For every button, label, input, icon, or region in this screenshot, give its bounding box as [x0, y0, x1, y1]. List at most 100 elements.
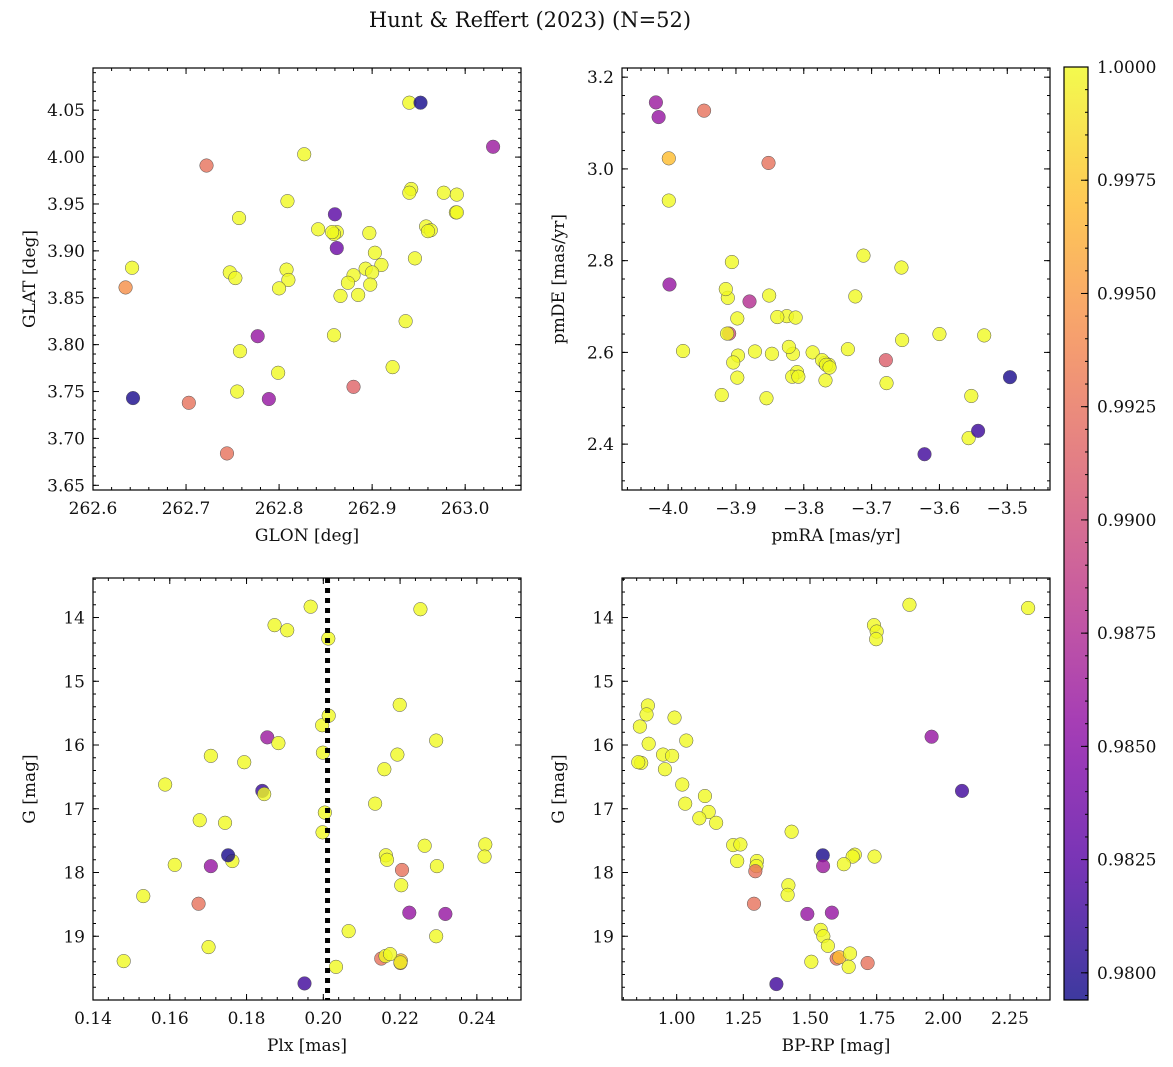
y-tick-label: 3.90 — [47, 242, 85, 262]
x-tick-label: 262.8 — [255, 499, 304, 519]
x-tick-label: −3.5 — [987, 499, 1028, 519]
data-point — [1021, 600, 1036, 616]
y-tick-label: 15 — [63, 672, 85, 692]
data-point — [697, 788, 712, 804]
data-point — [272, 281, 287, 296]
data-point — [203, 859, 218, 874]
x-tick-label: 2.25 — [991, 1009, 1029, 1029]
data-point — [377, 762, 392, 777]
y-axis-label: G [mag] — [20, 754, 40, 823]
data-point — [325, 225, 340, 240]
x-tick-label: −3.7 — [851, 499, 892, 519]
data-point — [770, 310, 785, 325]
data-point — [840, 342, 855, 357]
data-point — [836, 857, 851, 872]
data-point — [228, 271, 243, 286]
x-tick-label: 0.14 — [74, 1009, 112, 1029]
data-point — [824, 905, 839, 920]
data-point — [692, 811, 707, 826]
data-point — [748, 864, 763, 879]
data-point — [932, 326, 947, 342]
data-point — [232, 210, 247, 226]
x-axis-label: Plx [mas] — [267, 1036, 347, 1056]
y-axis-label: G [mag] — [549, 754, 569, 823]
data-point — [697, 103, 712, 118]
data-point — [261, 391, 276, 407]
data-point — [449, 205, 464, 220]
x-tick-label: 262.7 — [162, 499, 211, 519]
y-tick-label: 2.4 — [587, 435, 614, 455]
plot-frame — [621, 67, 1051, 491]
data-point — [848, 289, 863, 304]
data-point — [363, 277, 378, 292]
points-layer — [631, 597, 1036, 992]
y-axis-label: pmDE [mas/yr] — [549, 214, 569, 344]
data-point — [329, 241, 344, 256]
data-point — [125, 260, 140, 275]
panel-bprp-g: 1.00 1.25 1.50 1.75 2.00 2.25 14 15 16 17 18 19 BP-R… — [549, 577, 1051, 1056]
data-point — [221, 848, 236, 863]
x-tick-label: 263.0 — [441, 499, 490, 519]
data-point — [232, 344, 248, 359]
data-point — [201, 940, 216, 955]
y-tick-label: 3.95 — [47, 195, 85, 215]
x-axis-label: GLON [deg] — [255, 526, 359, 546]
colorbar-tick-label: 1.0000 — [1097, 58, 1156, 78]
data-point — [648, 95, 663, 110]
y-axis-label: GLAT [deg] — [20, 230, 40, 328]
data-point — [280, 194, 295, 209]
x-tick-label: 262.6 — [69, 499, 118, 519]
data-point — [780, 887, 795, 902]
data-point — [191, 896, 206, 911]
data-point — [667, 710, 682, 725]
data-point — [420, 224, 436, 239]
data-point — [385, 360, 400, 375]
x-tick-label: −4.0 — [647, 499, 688, 519]
x-tick-label: 0.20 — [304, 1009, 342, 1029]
data-point — [730, 853, 745, 869]
data-point — [281, 272, 296, 287]
data-point — [631, 755, 646, 770]
data-point — [924, 729, 939, 744]
data-point — [747, 344, 762, 359]
data-point — [675, 777, 690, 792]
x-tick-label: 1.00 — [658, 1009, 696, 1029]
data-point — [394, 878, 409, 893]
data-point — [971, 423, 986, 438]
data-point — [219, 446, 235, 461]
data-point — [661, 151, 676, 166]
plot-frame — [92, 577, 522, 1001]
y-tick-label: 3.85 — [47, 289, 85, 309]
data-point — [390, 747, 405, 762]
data-point — [436, 185, 451, 200]
data-point — [641, 736, 656, 751]
data-point — [820, 938, 835, 953]
data-point — [822, 360, 837, 375]
data-point — [327, 207, 342, 222]
points-layer — [116, 599, 493, 991]
x-tick-label: 0.24 — [458, 1009, 496, 1029]
y-tick-label: 17 — [592, 800, 614, 820]
data-point — [297, 147, 312, 162]
data-point — [665, 748, 680, 763]
figure-title: Hunt & Reffert (2023) (N=52) — [369, 8, 691, 32]
data-point — [769, 977, 784, 992]
data-point — [125, 391, 141, 406]
data-point — [816, 859, 831, 874]
x-tick-label: 1.25 — [724, 1009, 762, 1029]
data-point — [477, 849, 492, 864]
data-point — [842, 946, 858, 961]
data-point — [639, 707, 654, 722]
y-tick-label: 18 — [63, 864, 85, 884]
data-point — [869, 632, 884, 647]
data-point — [856, 248, 871, 263]
data-point — [260, 730, 275, 745]
data-point — [675, 343, 691, 359]
y-tick-label: 19 — [592, 927, 614, 947]
data-point — [181, 395, 196, 410]
data-point — [341, 924, 356, 939]
x-tick-label: 262.9 — [348, 499, 397, 519]
data-point — [328, 959, 344, 974]
data-point — [632, 719, 647, 734]
data-point — [788, 310, 803, 325]
